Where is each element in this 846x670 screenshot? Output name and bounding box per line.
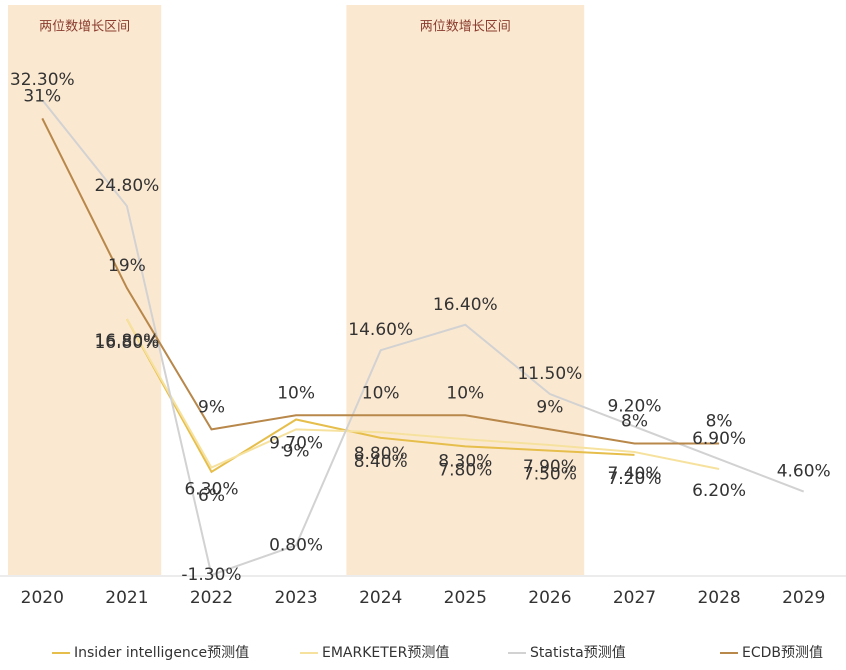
value-label: 6.20% <box>692 481 746 501</box>
value-label: 14.60% <box>348 320 413 340</box>
value-label: 16.80% <box>94 331 159 351</box>
value-label: 8.80% <box>354 444 408 464</box>
value-label: 7.80% <box>438 460 492 480</box>
value-label: 7.50% <box>523 465 577 485</box>
x-tick-label: 2026 <box>528 588 571 608</box>
x-tick-label: 2023 <box>274 588 317 608</box>
value-label: 8.40% <box>354 452 408 472</box>
value-label: 0.80% <box>269 535 323 555</box>
x-tick-label: 2029 <box>782 588 825 608</box>
legend-label: Insider intelligence预测值 <box>74 645 249 661</box>
value-label: 4.60% <box>777 462 831 482</box>
value-label: 19% <box>108 256 146 276</box>
value-label: 7.90% <box>523 457 577 477</box>
x-tick-label: 2024 <box>359 588 402 608</box>
value-label: 9% <box>198 397 225 417</box>
x-tick-label: 2022 <box>190 588 233 608</box>
value-label: 8% <box>621 412 648 432</box>
value-label: 10% <box>362 383 400 403</box>
x-tick-label: 2027 <box>613 588 656 608</box>
series-line <box>41 117 720 445</box>
value-label: 9% <box>283 441 310 461</box>
legend-item: ECDB预测值 <box>720 645 823 661</box>
value-label: 16.80% <box>94 333 159 353</box>
value-label: 31% <box>23 86 61 106</box>
legend-item: EMARKETER预测值 <box>300 645 449 661</box>
value-label: 8% <box>706 412 733 432</box>
series-line <box>126 318 635 474</box>
value-label: 6.30% <box>184 480 238 500</box>
value-label: 11.50% <box>517 364 582 384</box>
value-label: 9.70% <box>269 433 323 453</box>
value-label: 10% <box>446 383 484 403</box>
x-tick-label: 2028 <box>697 588 740 608</box>
band-label: 两位数增长区间 <box>420 20 511 35</box>
x-tick-label: 2025 <box>444 588 487 608</box>
value-label: -1.30% <box>181 565 241 585</box>
legend-label: ECDB预测值 <box>742 645 823 661</box>
x-tick-label: 2020 <box>21 588 64 608</box>
value-label: 7.20% <box>607 469 661 489</box>
band-label: 两位数增长区间 <box>39 20 130 35</box>
legend-label: Statista预测值 <box>530 645 626 661</box>
highlight-band <box>8 5 162 575</box>
legend-label: EMARKETER预测值 <box>322 645 449 661</box>
highlight-band <box>346 5 585 575</box>
value-label: 10% <box>277 383 315 403</box>
value-label: 16.40% <box>433 295 498 315</box>
value-label: 6% <box>198 486 225 506</box>
value-label: 32.30% <box>10 70 75 90</box>
value-label: 9.20% <box>607 397 661 417</box>
legend-item: Statista预测值 <box>508 645 626 661</box>
value-label: 24.80% <box>94 176 159 196</box>
value-label: 6.90% <box>692 429 746 449</box>
value-label: 7.40% <box>607 464 661 484</box>
legend-item: Insider intelligence预测值 <box>52 645 249 661</box>
x-tick-label: 2021 <box>105 588 148 608</box>
series-line <box>126 318 720 470</box>
value-label: 9% <box>536 397 563 417</box>
value-label: 8.30% <box>438 451 492 471</box>
